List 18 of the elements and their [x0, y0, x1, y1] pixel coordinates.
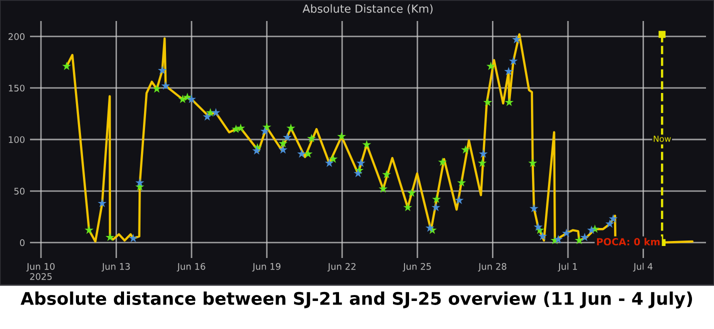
- annotation: POCA: 0 km: [597, 238, 660, 246]
- x-tick-label: Jun 16: [176, 263, 206, 272]
- x-tick-label: Jul 1: [558, 262, 577, 272]
- text: Absolute distance between SJ-21 and SJ-25 overview (11 Jun - 4 July): [20, 292, 692, 308]
- x-tick-label: Jun 13: [102, 263, 130, 272]
- y-tick-label: 200: [8, 33, 25, 40]
- x-tick-label: Jun 25: [402, 263, 431, 272]
- x-tick-label: Jun 28: [478, 263, 506, 272]
- chart-title: Absolute Distance (Km): [302, 4, 433, 14]
- x-tick-label: Jun 19: [252, 263, 280, 272]
- y-tick-label: 50: [14, 188, 25, 195]
- x-tick-label: Jun 10 2025: [26, 263, 55, 280]
- y-tick-label: 0: [20, 239, 25, 246]
- annotation: Now: [654, 136, 671, 142]
- x-tick-label: Jun 22: [327, 263, 356, 272]
- y-tick-label: 100: [8, 136, 25, 144]
- x-tick-label: Jul 4: [633, 262, 653, 272]
- y-tick-label: 150: [8, 84, 25, 92]
